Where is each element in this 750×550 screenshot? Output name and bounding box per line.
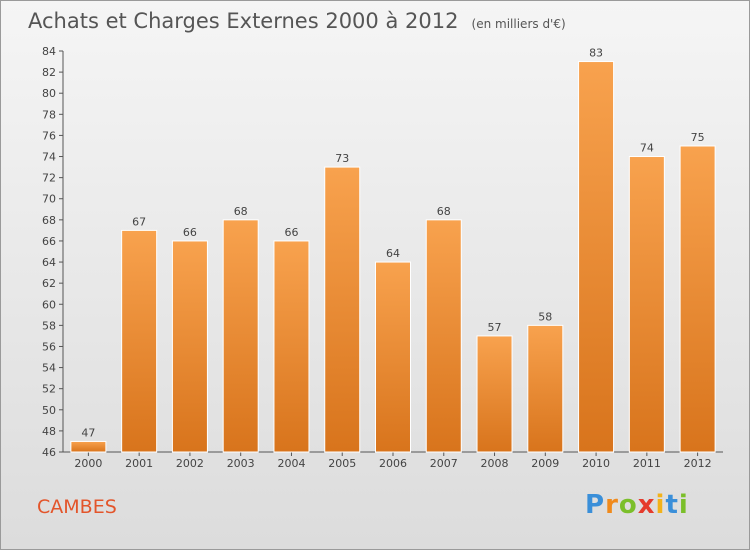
y-tick-label: 54 bbox=[42, 362, 56, 375]
y-tick-label: 80 bbox=[42, 87, 56, 100]
bar-value-label: 66 bbox=[183, 226, 197, 239]
y-tick-label: 62 bbox=[42, 277, 56, 290]
bar bbox=[273, 240, 310, 453]
bar bbox=[628, 156, 665, 453]
bar bbox=[121, 229, 158, 453]
y-tick-label: 64 bbox=[42, 256, 56, 269]
proxiti-logo: Proxiti bbox=[585, 490, 689, 520]
y-tick-label: 50 bbox=[42, 404, 56, 417]
x-tick-label: 2008 bbox=[481, 457, 509, 470]
x-tick-label: 2006 bbox=[379, 457, 407, 470]
y-tick-label: 56 bbox=[42, 340, 56, 353]
bar-value-label: 57 bbox=[488, 321, 502, 334]
bar-value-label: 47 bbox=[81, 426, 95, 439]
x-tick-label: 2000 bbox=[74, 457, 102, 470]
bar bbox=[679, 145, 716, 453]
y-tick-label: 70 bbox=[42, 193, 56, 206]
logo-letter: x bbox=[637, 490, 656, 520]
logo-letter: P bbox=[585, 490, 606, 520]
logo-letter: i bbox=[655, 490, 666, 520]
y-tick-label: 76 bbox=[42, 129, 56, 142]
y-tick-label: 68 bbox=[42, 214, 56, 227]
bar bbox=[171, 240, 208, 453]
y-tick-label: 60 bbox=[42, 298, 56, 311]
x-tick-label: 2003 bbox=[227, 457, 255, 470]
bar bbox=[476, 335, 513, 453]
x-tick-label: 2004 bbox=[277, 457, 305, 470]
x-tick-label: 2002 bbox=[176, 457, 204, 470]
bar bbox=[375, 261, 411, 453]
bar-value-label: 68 bbox=[437, 205, 451, 218]
x-tick-label: 2012 bbox=[684, 457, 712, 470]
y-tick-label: 74 bbox=[42, 151, 56, 164]
y-tick-label: 52 bbox=[42, 383, 56, 396]
y-tick-label: 48 bbox=[42, 425, 56, 438]
bar bbox=[578, 61, 615, 453]
x-tick-label: 2009 bbox=[531, 457, 559, 470]
bar-value-label: 74 bbox=[640, 142, 654, 155]
bar-value-label: 67 bbox=[132, 215, 146, 228]
logo-letter: o bbox=[618, 490, 638, 520]
y-tick-label: 46 bbox=[42, 446, 56, 459]
bar bbox=[70, 440, 107, 453]
y-tick-label: 72 bbox=[42, 172, 56, 185]
bar-value-label: 66 bbox=[284, 226, 298, 239]
bar-value-label: 73 bbox=[335, 152, 349, 165]
bar-value-label: 75 bbox=[691, 131, 705, 144]
x-tick-label: 2007 bbox=[430, 457, 458, 470]
x-tick-label: 2001 bbox=[125, 457, 153, 470]
y-tick-label: 78 bbox=[42, 108, 56, 121]
unit-note: (en milliers d'€) bbox=[471, 17, 566, 31]
commune-name: CAMBES bbox=[37, 496, 117, 518]
chart-title-block: Achats et Charges Externes 2000 à 2012 (… bbox=[28, 9, 566, 33]
y-tick-label: 84 bbox=[42, 45, 56, 58]
bar-value-label: 68 bbox=[234, 205, 248, 218]
logo-letter: t bbox=[665, 490, 679, 520]
y-tick-label: 82 bbox=[42, 66, 56, 79]
chart-title: Achats et Charges Externes 2000 à 2012 bbox=[28, 9, 459, 33]
logo-letter: i bbox=[678, 490, 689, 520]
x-tick-label: 2010 bbox=[582, 457, 610, 470]
bar-value-label: 83 bbox=[589, 47, 603, 60]
bar bbox=[425, 219, 462, 453]
y-tick-label: 58 bbox=[42, 319, 56, 332]
bar-value-label: 64 bbox=[386, 247, 400, 260]
bar bbox=[222, 219, 259, 453]
bar bbox=[527, 324, 564, 453]
y-tick-label: 66 bbox=[42, 235, 56, 248]
x-tick-label: 2011 bbox=[633, 457, 661, 470]
bar-value-label: 58 bbox=[538, 310, 552, 323]
x-tick-label: 2005 bbox=[328, 457, 356, 470]
bar bbox=[324, 166, 361, 453]
logo-letter: r bbox=[605, 490, 619, 520]
